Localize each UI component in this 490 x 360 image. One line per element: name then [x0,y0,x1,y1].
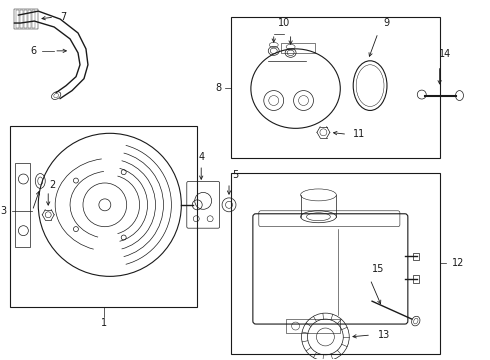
Bar [413,252,419,261]
Bar [10,126,197,307]
Text: 15: 15 [372,264,384,274]
Text: 1: 1 [101,318,107,328]
Bar [286,319,340,333]
Bar [24,10,27,28]
Text: 9: 9 [383,18,389,28]
Bar [28,10,31,28]
Text: 7: 7 [60,12,66,22]
Text: 13: 13 [378,330,391,340]
Text: 12: 12 [452,258,464,269]
Bar [281,43,316,53]
Text: 10: 10 [277,18,290,28]
Text: 8: 8 [215,82,221,93]
Text: 4: 4 [198,152,204,162]
Bar [17,10,20,28]
Bar [15,163,30,247]
Text: 5: 5 [232,170,238,180]
Bar [413,275,419,283]
Text: 2: 2 [49,180,55,190]
Text: 14: 14 [439,49,451,59]
Bar [231,17,440,158]
Bar [32,10,35,28]
Text: 11: 11 [353,129,366,139]
Bar [21,10,24,28]
Bar [231,173,440,354]
Text: 6: 6 [30,46,36,56]
Text: 3: 3 [0,206,6,216]
Bar [14,9,38,29]
